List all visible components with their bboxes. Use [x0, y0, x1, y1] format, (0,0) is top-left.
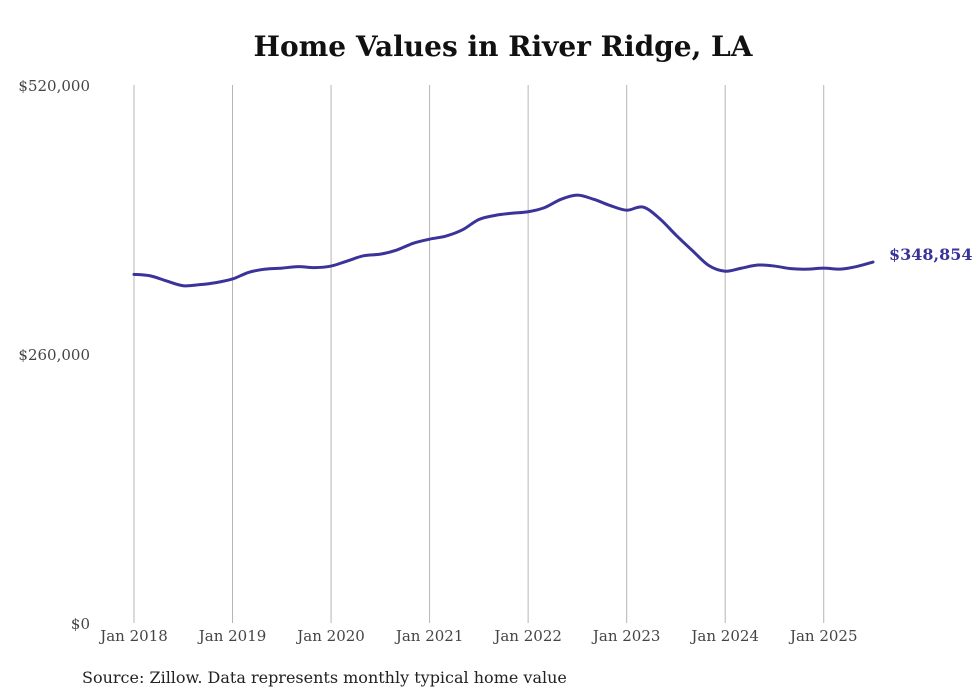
x-tick-label: Jan 2020: [295, 627, 365, 645]
end-value-label: $348,854: [889, 245, 973, 264]
series-line: [132, 193, 875, 288]
x-tick-label: Jan 2023: [591, 627, 661, 645]
x-tick-label: Jan 2019: [197, 627, 267, 645]
y-tick-label: $520,000: [18, 77, 90, 95]
source-note: Source: Zillow. Data represents monthly …: [82, 668, 567, 687]
chart-title: Home Values in River Ridge, LA: [253, 30, 753, 63]
x-tick-label: Jan 2021: [394, 627, 464, 645]
x-tick-label: Jan 2024: [689, 627, 759, 645]
x-tick-label: Jan 2018: [98, 627, 168, 645]
y-tick-label: $0: [71, 615, 90, 633]
x-tick-label: Jan 2025: [788, 627, 858, 645]
y-tick-label: $260,000: [18, 346, 90, 364]
x-tick-label: Jan 2022: [492, 627, 562, 645]
